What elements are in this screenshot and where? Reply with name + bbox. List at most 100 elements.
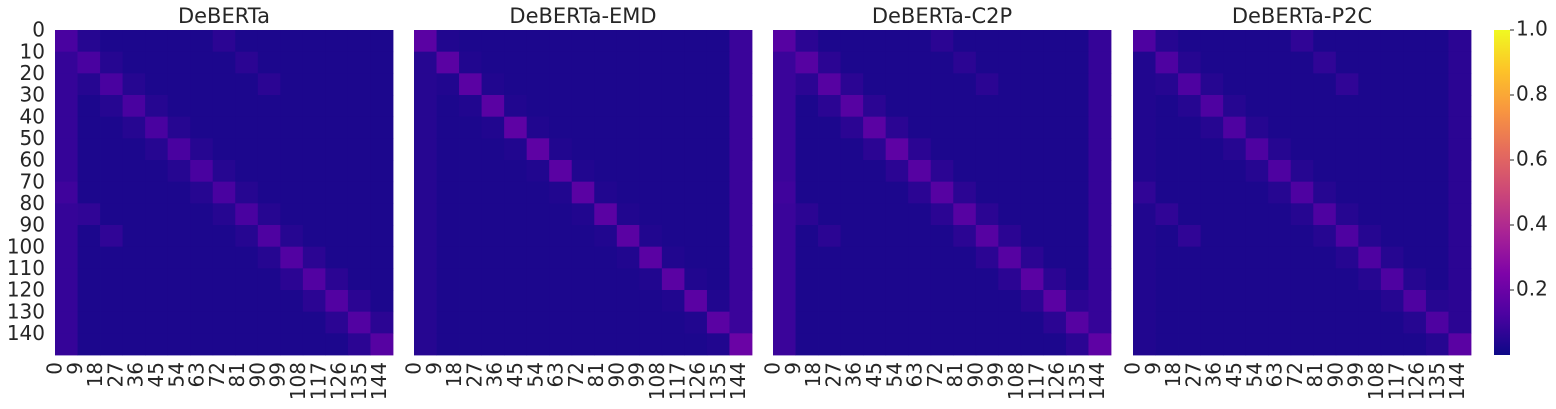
heatmap-cell (1380, 225, 1404, 248)
heatmap-cell (729, 290, 753, 313)
heatmap-cell (145, 116, 169, 139)
heatmap-cell (325, 30, 349, 53)
colorbar-tick-label: 1.0 (1516, 17, 1548, 41)
x-tick-label: 18 (1161, 362, 1185, 387)
heatmap-cell (1178, 225, 1201, 248)
heatmap-cell (100, 225, 123, 248)
heatmap-cell (235, 290, 259, 313)
heatmap-cell (122, 268, 146, 291)
heatmap-cell (167, 203, 191, 226)
heatmap-cell (1425, 116, 1449, 139)
heatmap-cell (459, 51, 482, 74)
heatmap-cell (436, 160, 460, 183)
heatmap-cell (616, 311, 640, 334)
heatmap-cell (212, 203, 236, 226)
heatmap-cell (840, 333, 864, 356)
x-tick-label: 81 (584, 362, 608, 387)
heatmap-cell (1020, 311, 1044, 334)
x-tick-label: 0 (43, 362, 67, 375)
heatmap-cell (347, 290, 371, 313)
heatmap-cell (212, 225, 236, 248)
heatmap-cell (370, 51, 394, 74)
heatmap-cell (481, 203, 505, 226)
heatmap-cell (235, 225, 259, 248)
x-tick-label: 36 (124, 362, 148, 387)
heatmap-cell (863, 290, 887, 313)
heatmap-cell (571, 311, 595, 334)
heatmap-cell (975, 73, 999, 96)
heatmap-cell (1380, 311, 1404, 334)
x-tick-label: 99 (625, 362, 649, 387)
heatmap-cell (122, 51, 146, 74)
heatmap-cell (1065, 203, 1089, 226)
heatmap-cell (706, 95, 730, 118)
heatmap-cell (863, 225, 887, 248)
x-tick-label: 0 (402, 362, 426, 375)
heatmap-cell (684, 30, 708, 53)
heatmap-cell (1223, 311, 1247, 334)
heatmap-cell (414, 73, 437, 96)
heatmap-cell (257, 95, 281, 118)
heatmap-cell (55, 333, 78, 356)
heatmap-cell (795, 73, 819, 96)
heatmap-cell (998, 30, 1022, 53)
heatmap-cell (504, 116, 528, 139)
heatmap-cell (190, 268, 214, 291)
heatmap-cell (1200, 225, 1224, 248)
heatmap-cell (549, 73, 573, 96)
heatmap-cell (1380, 30, 1404, 53)
heatmap-cell (549, 95, 573, 118)
heatmap-cell (953, 333, 977, 356)
heatmap-cell (257, 138, 281, 161)
heatmap-cell (840, 30, 864, 53)
heatmap-cell (661, 246, 685, 269)
heatmap-cell (1065, 30, 1089, 53)
heatmap-cell (280, 51, 304, 74)
heatmap-cell (1020, 138, 1044, 161)
heatmap-cell (235, 311, 259, 334)
heatmap-cell (1268, 30, 1292, 53)
heatmap-cell (1133, 311, 1156, 334)
heatmap-cell (616, 246, 640, 269)
heatmap-cell (549, 116, 573, 139)
y-tick-label: 10 (20, 39, 45, 63)
heatmap-cell (77, 116, 101, 139)
heatmap-cell (1223, 290, 1247, 313)
heatmap-cell (571, 73, 595, 96)
heatmap-cell (885, 138, 909, 161)
heatmap-cell (280, 333, 304, 356)
heatmap-cell (167, 246, 191, 269)
heatmap-cell (953, 116, 977, 139)
heatmap-cell (436, 51, 460, 74)
x-tick-label: 27 (462, 362, 486, 387)
heatmap-cell (55, 30, 78, 53)
heatmap-cell (594, 311, 618, 334)
heatmap-cell (302, 116, 326, 139)
heatmap-cell (212, 268, 236, 291)
heatmap-cell (1268, 290, 1292, 313)
x-tick-label: 36 (483, 362, 507, 387)
heatmap-cell (436, 246, 460, 269)
heatmap-cell (885, 30, 909, 53)
heatmap-cell (1245, 95, 1269, 118)
heatmap-cell (280, 95, 304, 118)
heatmap-cell (235, 73, 259, 96)
heatmap-cell (795, 95, 819, 118)
heatmap-cell (1043, 95, 1067, 118)
heatmap-cell (1155, 246, 1179, 269)
heatmap-cell (436, 225, 460, 248)
heatmap-cell (481, 181, 505, 204)
heatmap-cell (436, 116, 460, 139)
heatmap-cell (1088, 138, 1112, 161)
x-tick-label: 63 (1263, 362, 1287, 387)
heatmap-cell (1020, 333, 1044, 356)
heatmap-cell (212, 246, 236, 269)
heatmap-cell (1313, 246, 1337, 269)
heatmap-cell (930, 116, 954, 139)
x-tick-label: 45 (144, 362, 168, 387)
heatmap-cell (370, 203, 394, 226)
heatmap-cell (459, 290, 482, 313)
heatmap-cell (616, 333, 640, 356)
heatmap-cell (414, 116, 437, 139)
heatmap-cell (1290, 290, 1314, 313)
